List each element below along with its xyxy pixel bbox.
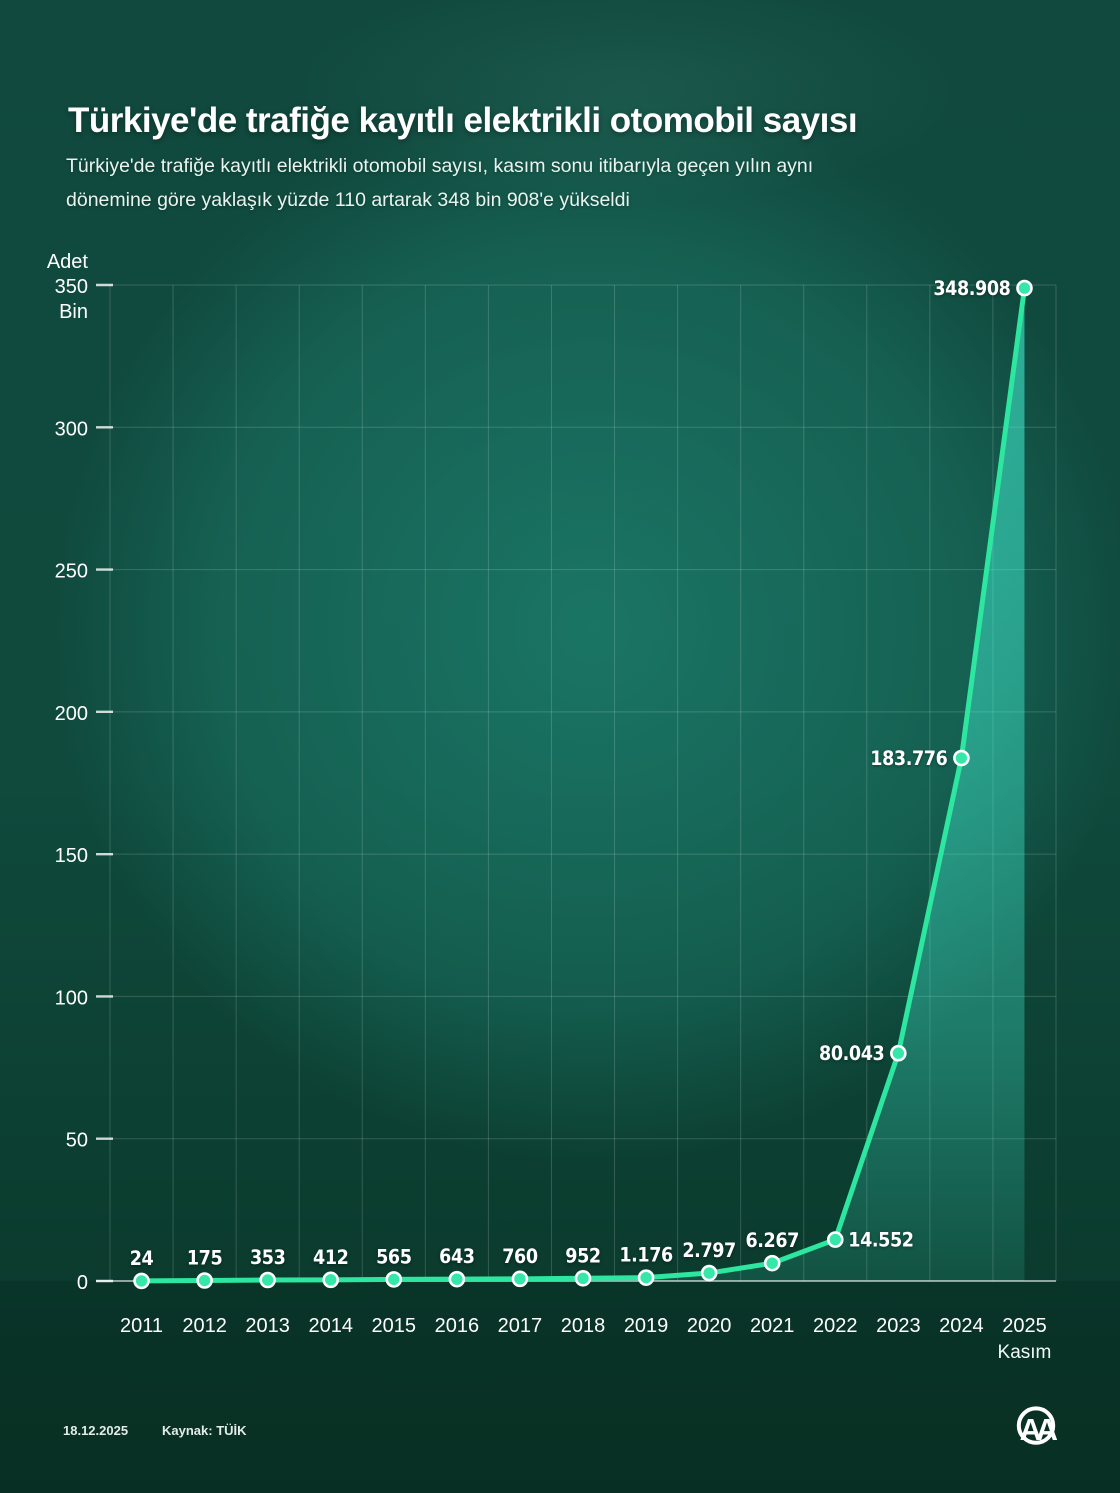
data-point [763, 1254, 781, 1272]
x-tick-label: 2017 [498, 1315, 543, 1337]
data-label: 14.552 [848, 1229, 913, 1252]
y-tick-label: 0 [77, 1272, 88, 1294]
x-tick-label: 2013 [245, 1315, 290, 1337]
area-fill [141, 288, 1025, 1281]
data-label: 353 [250, 1246, 285, 1269]
data-label: 80.043 [819, 1042, 884, 1065]
data-point [700, 1264, 718, 1282]
data-point [385, 1271, 403, 1288]
data-point [1016, 279, 1033, 297]
data-label: 643 [439, 1245, 474, 1268]
data-point [574, 1269, 592, 1287]
data-label: 2.797 [682, 1239, 736, 1262]
x-tick-label: 2019 [624, 1315, 669, 1337]
aa-logo-circle [1016, 1406, 1056, 1445]
data-label: 175 [187, 1247, 222, 1270]
x-tick-label: 2016 [435, 1315, 480, 1337]
subtitle-line-1: Türkiye'de trafiğe kayıtlı elektrikli ot… [66, 155, 814, 177]
x-tick-label: 2024 [939, 1315, 984, 1337]
data-label: 348.908 [933, 277, 1010, 300]
data-point [259, 1271, 276, 1289]
page-title: Türkiye'de trafiğe kayıtlı elektrikli ot… [68, 101, 858, 141]
y-tick-label: 300 [55, 418, 88, 440]
y-axis-ticks [96, 283, 113, 1283]
x-tick-label: 2018 [561, 1315, 606, 1337]
y-axis-unit-label: Adet [47, 251, 89, 273]
x-axis-sub-label: Kasım [998, 1342, 1052, 1363]
gridlines [109, 284, 1057, 1281]
y-axis-labels: Adet 350 Bin 300 250 200 150 100 50 0 [47, 251, 89, 1294]
data-label: 24 [130, 1247, 154, 1270]
x-tick-label: 2021 [750, 1315, 795, 1337]
y-tick-label: 350 [55, 276, 88, 298]
x-tick-label: 2014 [308, 1315, 353, 1337]
data-point [448, 1270, 466, 1288]
x-tick-label: 2022 [813, 1315, 858, 1337]
data-points [133, 279, 1033, 1290]
x-axis-labels: 2011 2012 2013 2014 2015 2016 2017 2018 2019 2020… [120, 1315, 1051, 1363]
y-tick-label: 250 [55, 561, 88, 583]
aa-logo: AA [1012, 1405, 1064, 1459]
x-tick-label: 2015 [372, 1315, 417, 1337]
data-point [890, 1044, 907, 1062]
subtitle: Türkiye'de trafiğe kayıtlı elektrikli ot… [66, 149, 986, 217]
data-point [196, 1272, 213, 1289]
data-labels: 24 175 353 412 565 643 760 952 1.176 2.797 6.267 14… [130, 277, 1011, 1270]
y-tick-label: 50 [66, 1130, 88, 1152]
x-tick-label: 2023 [876, 1315, 921, 1337]
data-label: 565 [376, 1245, 411, 1268]
y-tick-label: 150 [55, 845, 88, 867]
data-point [322, 1271, 340, 1289]
data-point [511, 1270, 529, 1288]
data-label: 6.267 [745, 1229, 799, 1252]
data-point [133, 1272, 150, 1290]
aa-logo-letters: AA [1020, 1413, 1058, 1447]
data-label: 412 [313, 1246, 348, 1269]
y-tick-sub-label: Bin [59, 301, 88, 323]
data-point [637, 1269, 655, 1286]
data-point [953, 749, 970, 767]
below-axis-shade [0, 1281, 1120, 1493]
source-label: Kaynak: TÜİK [162, 1423, 247, 1438]
x-tick-label: 2011 [120, 1315, 163, 1337]
x-tick-label: 2025 [1002, 1315, 1047, 1337]
y-tick-label: 100 [55, 987, 88, 1009]
data-label: 760 [502, 1245, 538, 1268]
x-tick-label: 2012 [182, 1315, 227, 1337]
y-tick-label: 200 [55, 703, 88, 725]
data-label: 183.776 [870, 747, 947, 770]
x-tick-label: 2020 [687, 1315, 732, 1337]
data-label: 1.176 [619, 1244, 673, 1267]
aa-logo-graphic: AA [1016, 1406, 1064, 1447]
subtitle-line-2: dönemine göre yaklaşık yüzde 110 artarak… [66, 189, 630, 211]
data-point [826, 1231, 844, 1248]
date-label: 18.12.2025 [63, 1423, 129, 1438]
data-label: 952 [565, 1244, 600, 1267]
